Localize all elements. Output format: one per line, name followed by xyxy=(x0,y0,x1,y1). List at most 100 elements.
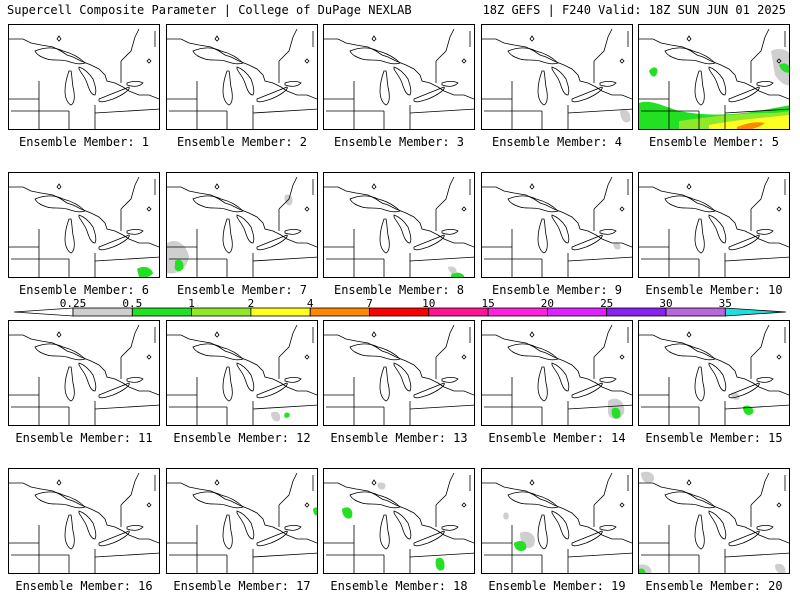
scale-threshold-label: 35 xyxy=(718,297,732,310)
scp-contour-fill xyxy=(639,568,646,573)
member-map-panel xyxy=(638,320,790,426)
member-label: Ensemble Member: 12 xyxy=(173,431,311,445)
scale-threshold-label: 0.25 xyxy=(59,297,87,310)
base-map xyxy=(639,28,789,129)
base-map xyxy=(482,472,632,573)
member-map-panel xyxy=(166,172,318,278)
base-map xyxy=(324,28,474,129)
member-label: Ensemble Member: 17 xyxy=(173,579,311,593)
member-label: Ensemble Member: 6 xyxy=(18,283,150,297)
base-map xyxy=(482,176,632,277)
member-map-panel xyxy=(166,24,318,130)
scale-threshold-label: 7 xyxy=(366,297,373,310)
member-label: Ensemble Member: 8 xyxy=(333,283,465,297)
base-map xyxy=(324,324,474,425)
member-map-panel xyxy=(638,468,790,574)
scp-contour-fill xyxy=(137,266,153,277)
base-map xyxy=(9,176,159,277)
base-map xyxy=(639,176,789,277)
scale-swatch xyxy=(665,307,726,317)
member-label: Ensemble Member: 16 xyxy=(15,579,153,593)
base-map xyxy=(482,28,632,129)
scale-swatch xyxy=(547,307,608,317)
scp-contour-fill xyxy=(313,507,317,516)
scp-contour-fill xyxy=(342,507,353,519)
member-map-panel xyxy=(638,172,790,278)
base-map xyxy=(167,324,317,425)
scale-swatch xyxy=(369,307,430,317)
base-map xyxy=(9,324,159,425)
scp-contour-fill xyxy=(620,109,631,123)
scp-contour-fill xyxy=(514,541,527,551)
member-map-panel xyxy=(323,24,475,130)
member-label: Ensemble Member: 10 xyxy=(645,283,783,297)
scp-contour-fill xyxy=(377,482,386,490)
scale-swatch xyxy=(309,307,370,317)
scp-contour-fill xyxy=(731,392,740,400)
member-label: Ensemble Member: 18 xyxy=(330,579,468,593)
scp-contour-fill xyxy=(611,407,621,419)
base-map xyxy=(482,324,632,425)
member-map-panel xyxy=(323,172,475,278)
base-map xyxy=(9,28,159,129)
member-label: Ensemble Member: 19 xyxy=(488,579,626,593)
member-map-panel xyxy=(8,320,160,426)
base-map xyxy=(167,176,317,277)
member-label: Ensemble Member: 3 xyxy=(333,135,465,149)
base-map xyxy=(167,28,317,129)
base-map xyxy=(324,176,474,277)
scale-threshold-label: 1 xyxy=(188,297,195,310)
scp-contour-fill xyxy=(503,512,509,520)
member-map-panel xyxy=(638,24,790,130)
member-label: Ensemble Member: 9 xyxy=(491,283,623,297)
scale-threshold-label: 25 xyxy=(600,297,614,310)
base-map xyxy=(167,472,317,573)
scp-contour-fill xyxy=(174,259,184,272)
scale-swatch xyxy=(191,307,252,317)
run-valid-time: 18Z GEFS | F240 Valid: 18Z SUN JUN 01 20… xyxy=(482,3,786,17)
color-scale-bar xyxy=(13,307,787,317)
member-map-panel xyxy=(166,468,318,574)
base-map xyxy=(324,472,474,573)
scale-swatch xyxy=(250,307,311,317)
member-label: Ensemble Member: 2 xyxy=(176,135,308,149)
scp-contour-fill xyxy=(649,67,658,77)
member-label: Ensemble Member: 14 xyxy=(488,431,626,445)
base-map xyxy=(639,471,789,573)
scale-swatch xyxy=(606,307,667,317)
map-title: Supercell Composite Parameter | College … xyxy=(7,3,412,17)
scp-contour-fill xyxy=(450,272,465,277)
member-label: Ensemble Member: 7 xyxy=(176,283,308,297)
member-map-panel xyxy=(323,320,475,426)
scale-swatch xyxy=(428,307,489,317)
scp-contour-fill xyxy=(641,471,655,483)
member-map-panel xyxy=(481,24,633,130)
member-label: Ensemble Member: 5 xyxy=(648,135,780,149)
scale-threshold-label: 15 xyxy=(481,297,495,310)
member-label: Ensemble Member: 1 xyxy=(18,135,150,149)
member-label: Ensemble Member: 13 xyxy=(330,431,468,445)
member-map-panel xyxy=(481,468,633,574)
base-map xyxy=(9,472,159,573)
member-map-panel xyxy=(8,468,160,574)
scale-threshold-label: 30 xyxy=(659,297,673,310)
member-label: Ensemble Member: 11 xyxy=(15,431,153,445)
member-label: Ensemble Member: 20 xyxy=(645,579,783,593)
scp-contour-fill xyxy=(709,115,789,129)
member-map-panel xyxy=(8,172,160,278)
scale-threshold-label: 4 xyxy=(306,297,314,310)
scale-threshold-label: 2 xyxy=(247,297,255,310)
member-label: Ensemble Member: 15 xyxy=(645,431,783,445)
scp-contour-fill xyxy=(779,63,789,73)
scp-contour-fill xyxy=(448,266,457,274)
scale-threshold-label: 20 xyxy=(540,297,555,310)
member-label: Ensemble Member: 4 xyxy=(491,135,623,149)
scp-contour-fill xyxy=(613,242,621,250)
scp-contour-fill xyxy=(284,412,290,418)
scale-threshold-label: 10 xyxy=(422,297,436,310)
scale-over-arrow xyxy=(724,307,787,317)
member-map-panel xyxy=(8,24,160,130)
member-map-panel xyxy=(323,468,475,574)
member-map-panel xyxy=(166,320,318,426)
scp-contour-fill xyxy=(775,563,786,573)
